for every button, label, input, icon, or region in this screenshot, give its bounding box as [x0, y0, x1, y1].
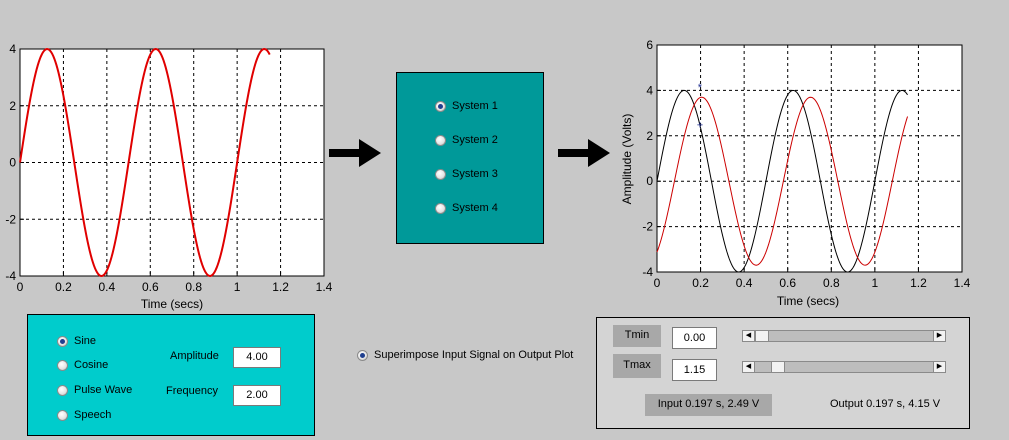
radio-button-icon — [435, 100, 446, 112]
system-selector-panel: System 1 System 2 System 3 System 4 — [396, 72, 544, 244]
y-tick-label: -2 — [642, 220, 653, 234]
x-tick-label: 1.4 — [954, 276, 971, 290]
superimposed-input-curve — [656, 89, 908, 273]
x-tick-label: 1 — [234, 280, 241, 294]
output-plot-area — [656, 44, 963, 273]
output-signal-curve — [656, 96, 909, 266]
x-tick-label: 0.2 — [692, 276, 709, 290]
slider-left-arrow-icon[interactable]: ◀ — [743, 331, 755, 341]
y-tick-label: 0 — [646, 174, 653, 188]
slider-right-arrow-icon[interactable]: ▶ — [933, 331, 945, 341]
slider-left-arrow-icon[interactable]: ◀ — [743, 362, 755, 372]
system-option-label: System 2 — [452, 134, 498, 146]
frequency-label: Frequency — [166, 385, 218, 397]
arrow-right-icon — [329, 139, 381, 167]
radio-button-icon — [57, 409, 68, 421]
radio-button-icon — [435, 168, 446, 180]
system-option-label: System 4 — [452, 202, 498, 214]
superimpose-label: Superimpose Input Signal on Output Plot — [374, 349, 574, 361]
tmin-label: Tmin — [613, 325, 661, 347]
signal-option-label: Cosine — [74, 359, 109, 371]
system-option-3[interactable]: System 3 — [435, 168, 498, 180]
time-range-panel: Tmin 0.00 ◀ ▶ Tmax 1.15 ◀ ▶ Input 0.197 … — [596, 317, 970, 429]
radio-button-icon — [435, 134, 446, 146]
input-signal-plot: 0 0.2 0.4 0.6 0.8 1 1.2 1.4 4 2 0 -2 -4 Time (secs) — [5, 42, 333, 311]
x-tick-label: 0 — [654, 276, 661, 290]
signal-option-pulse-wave[interactable]: Pulse Wave — [57, 384, 132, 396]
x-tick-label: 1.4 — [316, 280, 333, 294]
y-tick-label: 4 — [646, 83, 653, 97]
superimpose-toggle[interactable]: Superimpose Input Signal on Output Plot — [357, 349, 573, 361]
y-tick-label: 2 — [646, 129, 653, 143]
output-readout: Output 0.197 s, 4.15 V — [830, 398, 941, 410]
y-tick-label: 4 — [9, 42, 16, 56]
radio-button-icon — [57, 359, 68, 371]
tmax-slider[interactable]: ◀ ▶ — [742, 361, 946, 373]
x-tick-label: 0.8 — [185, 280, 202, 294]
system-option-label: System 3 — [452, 168, 498, 180]
signal-option-label: Sine — [74, 335, 97, 347]
input-signal-curve — [19, 47, 271, 278]
input-x-axis-label: Time (secs) — [141, 297, 203, 311]
signal-option-label: Pulse Wave — [74, 384, 133, 396]
y-tick-label: -4 — [642, 265, 653, 279]
x-tick-label: 1.2 — [910, 276, 927, 290]
signal-option-sine[interactable]: Sine — [57, 335, 96, 347]
frequency-field[interactable]: 2.00 — [233, 385, 281, 406]
x-tick-label: 1 — [872, 276, 879, 290]
radio-button-icon — [57, 335, 68, 347]
slider-right-arrow-icon[interactable]: ▶ — [933, 362, 945, 372]
x-tick-label: 0.4 — [99, 280, 116, 294]
x-tick-label: 1.2 — [272, 280, 289, 294]
input-readout: Input 0.197 s, 2.49 V — [645, 394, 772, 416]
output-marker: * — [698, 82, 703, 94]
y-tick-label: 6 — [646, 38, 653, 52]
signal-option-label: Speech — [74, 409, 112, 421]
signal-option-cosine[interactable]: Cosine — [57, 359, 108, 371]
tmin-field[interactable]: 0.00 — [672, 327, 717, 349]
radio-button-icon — [357, 349, 368, 361]
signal-option-speech[interactable]: Speech — [57, 409, 111, 421]
tmax-label: Tmax — [613, 354, 661, 378]
system-option-label: System 1 — [452, 100, 498, 112]
input-marker: + — [697, 120, 703, 132]
y-tick-label: -4 — [5, 269, 16, 283]
x-tick-label: 0.6 — [142, 280, 159, 294]
tmax-slider-thumb[interactable] — [771, 362, 786, 372]
radio-button-icon — [57, 384, 68, 396]
y-tick-label: -2 — [5, 212, 16, 226]
tmax-field[interactable]: 1.15 — [672, 359, 717, 381]
x-tick-label: 0 — [17, 280, 24, 294]
tmin-slider[interactable]: ◀ ▶ — [742, 330, 946, 342]
x-tick-label: 0.2 — [55, 280, 72, 294]
system-option-4[interactable]: System 4 — [435, 202, 498, 214]
y-tick-label: 0 — [9, 156, 16, 170]
signal-type-panel: Sine Cosine Pulse Wave Speech Amplitude 4.0… — [27, 314, 315, 436]
amplitude-field[interactable]: 4.00 — [233, 347, 281, 368]
radio-button-icon — [435, 202, 446, 214]
output-x-axis-label: Time (secs) — [777, 294, 839, 308]
x-tick-label: 0.6 — [779, 276, 796, 290]
arrow-right-icon — [558, 139, 610, 167]
system-option-2[interactable]: System 2 — [435, 134, 498, 146]
x-tick-label: 0.4 — [736, 276, 753, 290]
output-y-axis-label: Amplitude (Volts) — [620, 114, 634, 205]
y-tick-label: 2 — [9, 99, 16, 113]
x-tick-label: 0.8 — [823, 276, 840, 290]
tmin-slider-thumb[interactable] — [755, 331, 769, 341]
amplitude-label: Amplitude — [170, 350, 219, 362]
system-option-1[interactable]: System 1 — [435, 100, 498, 112]
output-signal-plot: 0 0.2 0.4 0.6 0.8 1 1.2 1.4 6 4 2 0 -2 -4 * + Time (s… — [620, 38, 971, 308]
